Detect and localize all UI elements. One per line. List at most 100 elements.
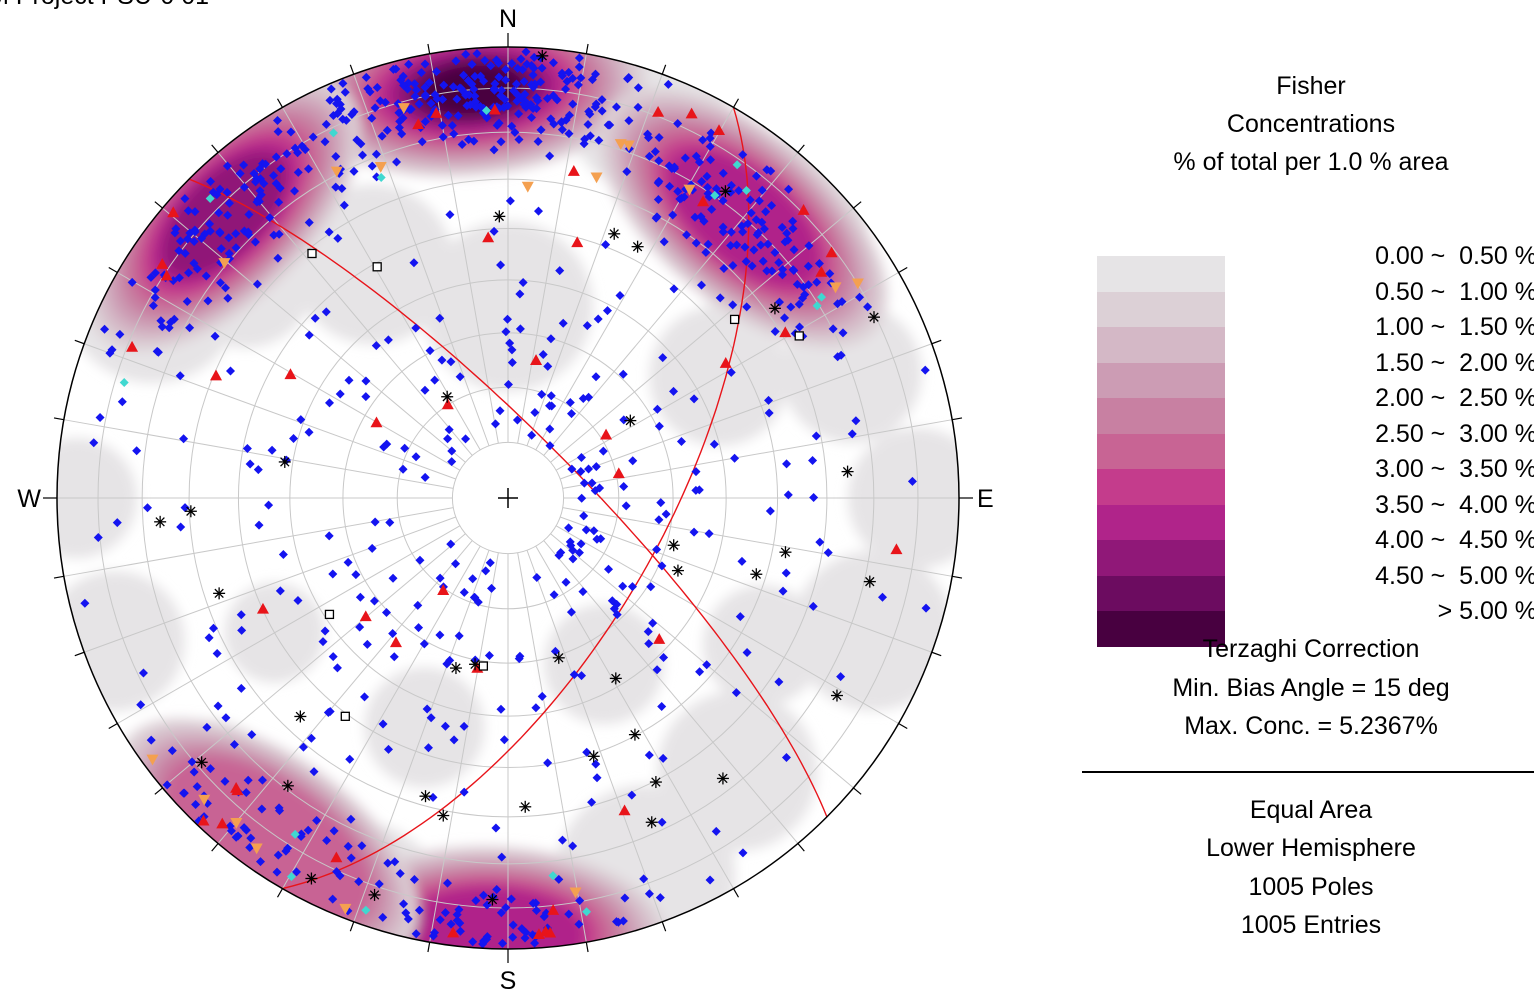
- pole-diamond: [275, 183, 285, 193]
- pole-diamond: [112, 518, 122, 528]
- pole-triangle: [359, 610, 372, 622]
- pole-asterisk: [750, 568, 763, 581]
- pole-diamond: [531, 103, 541, 113]
- pole-inverted-triangle: [851, 278, 864, 290]
- legend-row: 4.00 ~ 4.50 %: [1097, 526, 1534, 576]
- pole-diamond: [691, 485, 701, 495]
- pole-diamond: [191, 799, 201, 809]
- pole-diamond: [156, 316, 166, 326]
- pole-diamond: [567, 464, 577, 474]
- pole-diamond: [208, 623, 218, 633]
- pole-diamond: [174, 273, 184, 283]
- pole-diamond: [738, 150, 748, 160]
- pole-diamond: [659, 652, 669, 662]
- pole-diamond: [180, 503, 190, 513]
- pole-diamond: [182, 296, 192, 306]
- legend-row: 0.00 ~ 0.50 %: [1097, 242, 1534, 292]
- pole-diamond: [633, 83, 643, 93]
- pole-diamond: [706, 155, 716, 165]
- pole-diamond: [375, 96, 385, 106]
- pole-diamond: [749, 245, 759, 255]
- pole-diamond: [411, 452, 421, 462]
- legend-title-line-3: % of total per 1.0 % area: [1173, 148, 1449, 176]
- pole-diamond: [501, 75, 511, 85]
- pole-diamond: [602, 306, 612, 316]
- legend-label: 0.50 ~ 1.00 %: [1375, 277, 1534, 306]
- legend-label: 1.00 ~ 1.50 %: [1375, 313, 1534, 341]
- pole-diamond: [192, 264, 202, 274]
- pole-diamond: [795, 322, 805, 332]
- pole-triangle: [530, 354, 543, 365]
- pole-diamond: [770, 248, 780, 258]
- pole-diamond: [758, 256, 768, 266]
- pole-square: [307, 248, 317, 259]
- pole-diamond: [778, 586, 788, 596]
- pole-inverted-triangle: [622, 140, 635, 152]
- pole-diamond: [569, 670, 579, 680]
- pole-diamond: [621, 501, 631, 511]
- pole-diamond: [539, 912, 549, 922]
- pole-diamond: [239, 823, 249, 833]
- pole-diamond: [863, 302, 873, 312]
- pole-diamond: [613, 917, 623, 927]
- pole-diamond: [521, 47, 531, 57]
- pole-diamond: [576, 539, 586, 549]
- pole-diamond: [467, 59, 477, 69]
- degree-tick: [108, 266, 118, 274]
- pole-diamond: [658, 353, 668, 363]
- pole-diamond: [529, 52, 539, 62]
- pole-diamond: [446, 539, 456, 549]
- pole-diamond: [189, 258, 199, 268]
- terzaghi-title: Terzaghi Correction: [1202, 635, 1420, 663]
- pole-diamond: [420, 472, 430, 482]
- pole-diamond: [543, 758, 553, 768]
- pole-diamond: [461, 90, 471, 100]
- pole-diamond: [808, 456, 818, 466]
- pole-square: [324, 609, 335, 620]
- pole-diamond: [711, 184, 721, 194]
- pole-diamond: [428, 792, 438, 802]
- pole-diamond: [496, 908, 506, 918]
- pole-cyan-diamond: [205, 193, 215, 203]
- pole-diamond: [537, 691, 547, 701]
- pole-diamond: [468, 574, 478, 584]
- pole-diamond: [774, 297, 784, 307]
- degree-tick: [797, 843, 805, 852]
- pole-diamond: [399, 899, 409, 909]
- pole-diamond: [763, 239, 773, 249]
- min-bias-angle: Min. Bias Angle = 15 deg: [1172, 674, 1450, 702]
- pole-cyan-diamond: [290, 829, 300, 839]
- legend-row: 1.50 ~ 2.00 %: [1097, 349, 1534, 399]
- pole-diamond: [271, 152, 281, 162]
- grid-radial-line: [353, 74, 490, 446]
- degree-tick: [732, 98, 740, 108]
- pole-diamond: [705, 141, 715, 151]
- pole-diamond: [851, 416, 861, 426]
- pole-diamond: [461, 49, 471, 59]
- pole-asterisk: [667, 539, 680, 552]
- pole-diamond: [355, 592, 365, 602]
- pole-diamond: [527, 430, 537, 440]
- pole-diamond: [533, 96, 543, 106]
- pole-diamond: [463, 76, 473, 86]
- grid-ring: [289, 279, 727, 717]
- pole-diamond: [356, 139, 366, 149]
- pole-diamond: [742, 647, 752, 657]
- pole-diamond: [682, 230, 692, 240]
- pole-diamond: [691, 238, 701, 248]
- asterisk-stroke: [186, 506, 196, 516]
- pole-diamond: [697, 280, 707, 290]
- pole-diamond: [574, 919, 584, 929]
- pole-diamond: [701, 247, 711, 257]
- pole-diamond: [150, 292, 160, 302]
- pole-diamond: [487, 583, 497, 593]
- grid-radial-line: [550, 533, 854, 789]
- pole-diamond: [788, 224, 798, 234]
- degree-tick: [53, 575, 64, 579]
- pole-diamond: [175, 236, 185, 246]
- pole-diamond: [132, 446, 142, 456]
- pole-diamond: [576, 73, 586, 83]
- degree-tick: [211, 843, 219, 852]
- pole-diamond: [591, 462, 601, 472]
- pole-diamond: [575, 896, 585, 906]
